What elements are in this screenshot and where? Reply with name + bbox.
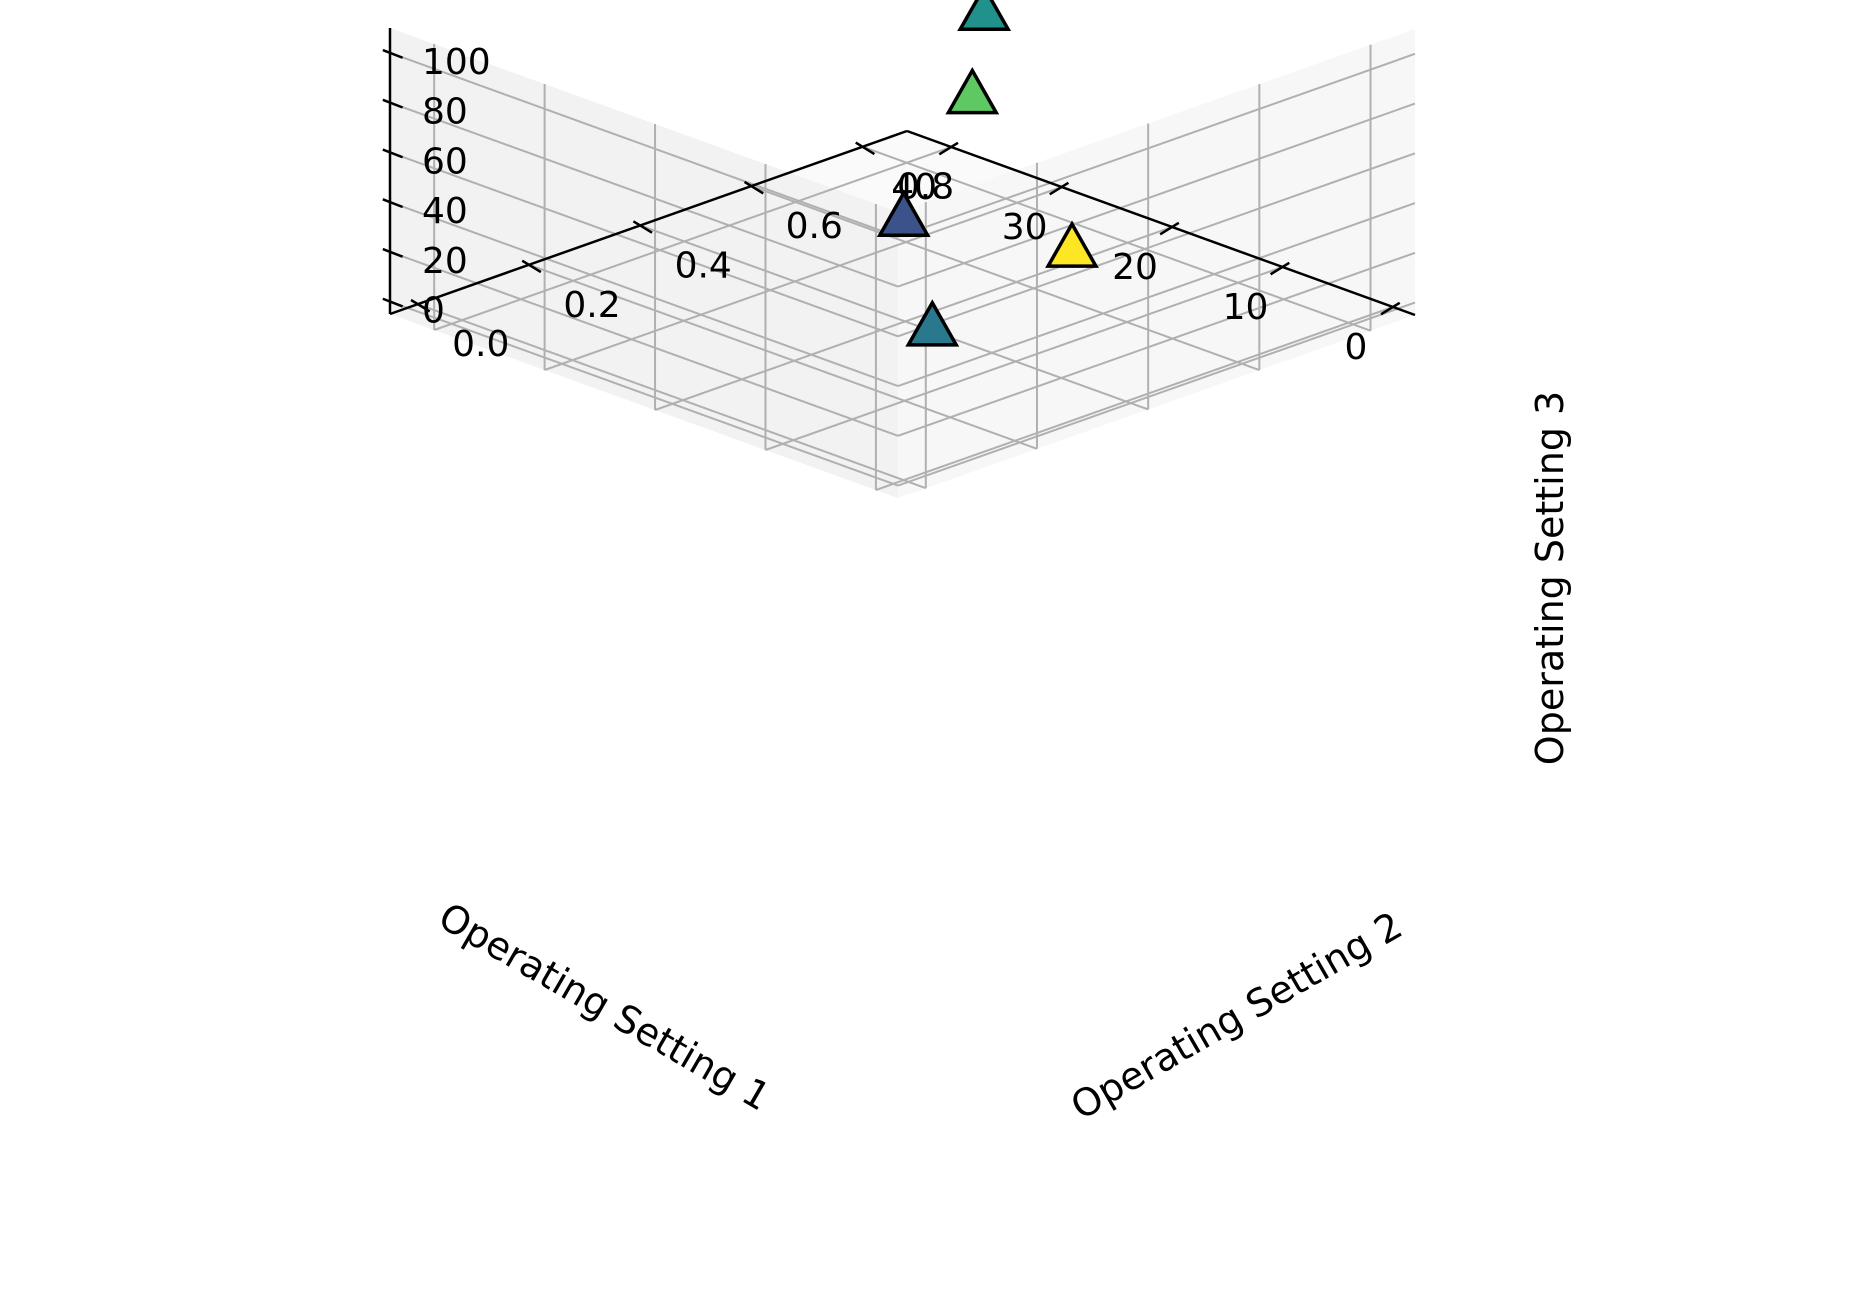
z-grid-back <box>389 51 899 238</box>
y-tick-3-label: 0.6 <box>786 206 843 247</box>
x-tick-0-mark <box>1380 301 1401 316</box>
x-tick-1-mark <box>1269 261 1290 276</box>
z-grid-back <box>389 151 899 338</box>
x-tick-4-mark <box>938 141 959 156</box>
x-tick-0-label: 0 <box>1344 327 1367 368</box>
y-grid-floor <box>639 224 1149 411</box>
z-grid-back <box>389 101 899 288</box>
z-grid-side <box>897 102 1416 288</box>
z-axis-label: Operating Setting 3 <box>1528 391 1572 765</box>
x-tick-2-label: 20 <box>1112 247 1158 288</box>
data-point-5 <box>1045 220 1099 268</box>
y-tick-3-mark <box>743 180 764 195</box>
data-point-2 <box>957 0 1012 32</box>
y-tick-4-mark <box>855 141 876 156</box>
data-point-4 <box>905 299 960 347</box>
back-right-pane <box>898 29 1415 498</box>
y-tick-2-mark <box>632 220 653 234</box>
z-grid-back <box>389 300 899 487</box>
axis-lines <box>388 28 1416 317</box>
y-grid-floor <box>751 185 1260 372</box>
z-grid-side <box>897 202 1416 388</box>
z-tick-2-label: 40 <box>422 191 468 232</box>
data-point-1 <box>876 189 931 237</box>
x-axis-label: Operating Setting 1 <box>431 894 777 1119</box>
y-tick-0-mark <box>410 298 431 313</box>
x-tick-3-mark <box>1049 181 1070 196</box>
z-grid-side <box>897 152 1416 338</box>
x-grid-floor <box>875 306 1394 491</box>
gridlines <box>389 44 1416 491</box>
y-tick-2-label: 0.4 <box>675 246 732 287</box>
z-tick-1-label: 20 <box>422 241 468 282</box>
z-tick-5-label: 100 <box>422 42 491 83</box>
z-grid-side <box>897 52 1416 238</box>
z-grid-side <box>897 301 1416 487</box>
x-tick-1-label: 10 <box>1223 287 1269 328</box>
z-tick-1-mark <box>382 247 404 258</box>
y-tick-1-label: 0.2 <box>563 285 620 326</box>
z-axis-ticks: 0 20 40 60 80 100 <box>382 42 491 332</box>
y-grid-floor <box>417 303 927 490</box>
data-points <box>876 0 1099 347</box>
y-axis-label: Operating Setting 2 <box>1063 903 1409 1128</box>
z-tick-3-mark <box>382 148 404 159</box>
z-tick-0-label: 0 <box>422 291 445 332</box>
y-grid-floor <box>528 263 1038 450</box>
y-grid-floor <box>862 145 1371 332</box>
z-tick-0-mark <box>382 297 404 308</box>
z-tick-3-label: 60 <box>422 141 468 182</box>
x-tick-2-mark <box>1159 221 1180 236</box>
data-point-3 <box>945 66 1000 115</box>
z-tick-4-mark <box>382 98 404 109</box>
z-tick-5-mark <box>382 48 404 59</box>
y-tick-0-label: 0.0 <box>452 324 509 365</box>
z-grid-back <box>389 201 899 388</box>
z-tick-4-label: 80 <box>422 92 468 133</box>
y-tick-1-mark <box>521 259 542 274</box>
x-tick-3-label: 30 <box>1002 207 1048 248</box>
z-grid-back <box>389 250 899 437</box>
x-axis-line <box>906 129 1416 317</box>
back-left-pane <box>390 28 898 498</box>
y-axis-line <box>389 129 908 316</box>
z-tick-2-mark <box>382 198 404 209</box>
